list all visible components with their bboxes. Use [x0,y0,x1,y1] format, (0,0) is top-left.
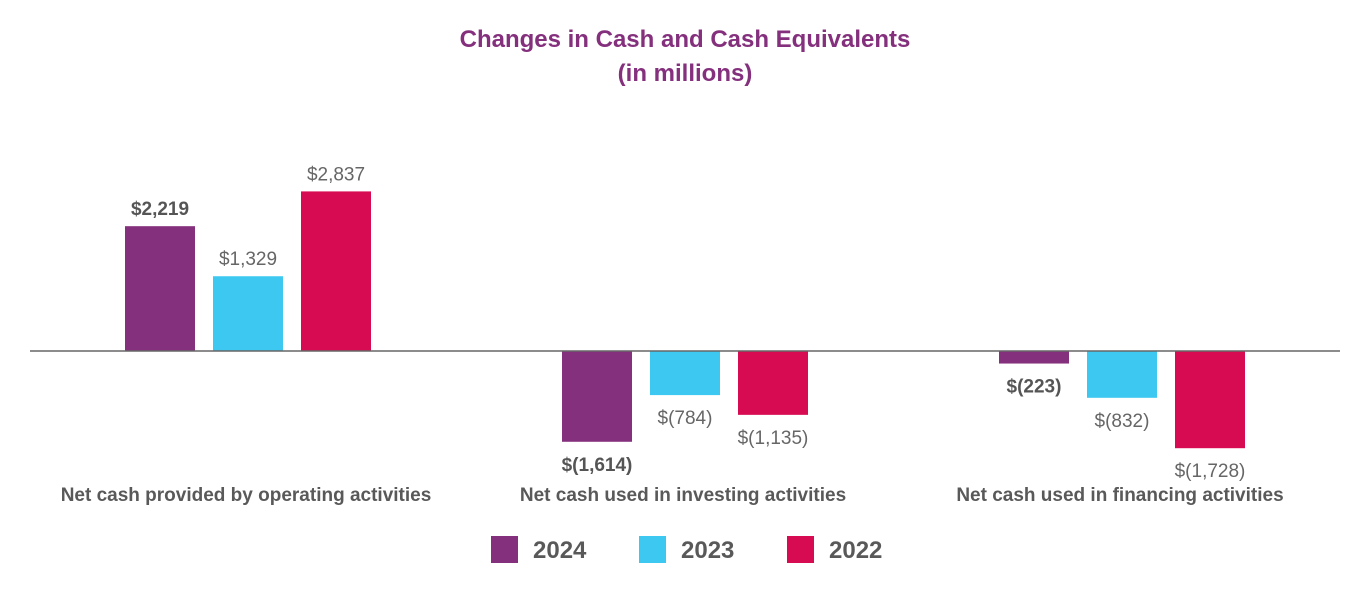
bar-2022-net-cash-used-in-financing-activities [1175,351,1245,449]
bar-2024-net-cash-used-in-investing-activities [562,351,632,442]
data-label-2023-net-cash-used-in-financing-activities: $(832) [1095,411,1150,432]
legend-swatch-2023 [639,536,666,563]
data-label-2022-net-cash-provided-by-operating-activities: $2,837 [307,164,365,185]
data-label-2024-net-cash-used-in-financing-activities: $(223) [1007,377,1062,398]
data-label-2023-net-cash-used-in-investing-activities: $(784) [658,408,713,429]
data-label-2024-net-cash-used-in-investing-activities: $(1,614) [562,455,633,476]
bar-2023-net-cash-used-in-investing-activities [650,351,720,396]
chart-subtitle: (in millions) [617,60,753,87]
data-label-2023-net-cash-provided-by-operating-activities: $1,329 [219,249,277,270]
data-label-2022-net-cash-used-in-financing-activities: $(1,728) [1175,461,1246,482]
category-label-net-cash-used-in-financing-activities: Net cash used in financing activities [956,485,1283,506]
legend-swatch-2024 [491,536,518,563]
legend-label-2024: 2024 [533,537,587,564]
bar-2022-net-cash-provided-by-operating-activities [301,191,371,351]
bar-2023-net-cash-provided-by-operating-activities [213,276,283,351]
bar-2022-net-cash-used-in-investing-activities [738,351,808,415]
category-label-net-cash-provided-by-operating-activities: Net cash provided by operating activitie… [61,485,432,506]
data-label-2024-net-cash-provided-by-operating-activities: $2,219 [131,199,189,220]
legend-label-2023: 2023 [681,537,734,564]
data-label-2022-net-cash-used-in-investing-activities: $(1,135) [738,428,809,449]
category-label-net-cash-used-in-investing-activities: Net cash used in investing activities [520,485,846,506]
bar-2023-net-cash-used-in-financing-activities [1087,351,1157,398]
legend-label-2022: 2022 [829,537,882,564]
bar-2024-net-cash-used-in-financing-activities [999,351,1069,364]
legend-swatch-2022 [787,536,814,563]
bar-2024-net-cash-provided-by-operating-activities [125,226,195,351]
chart-title: Changes in Cash and Cash Equivalents [459,26,911,53]
